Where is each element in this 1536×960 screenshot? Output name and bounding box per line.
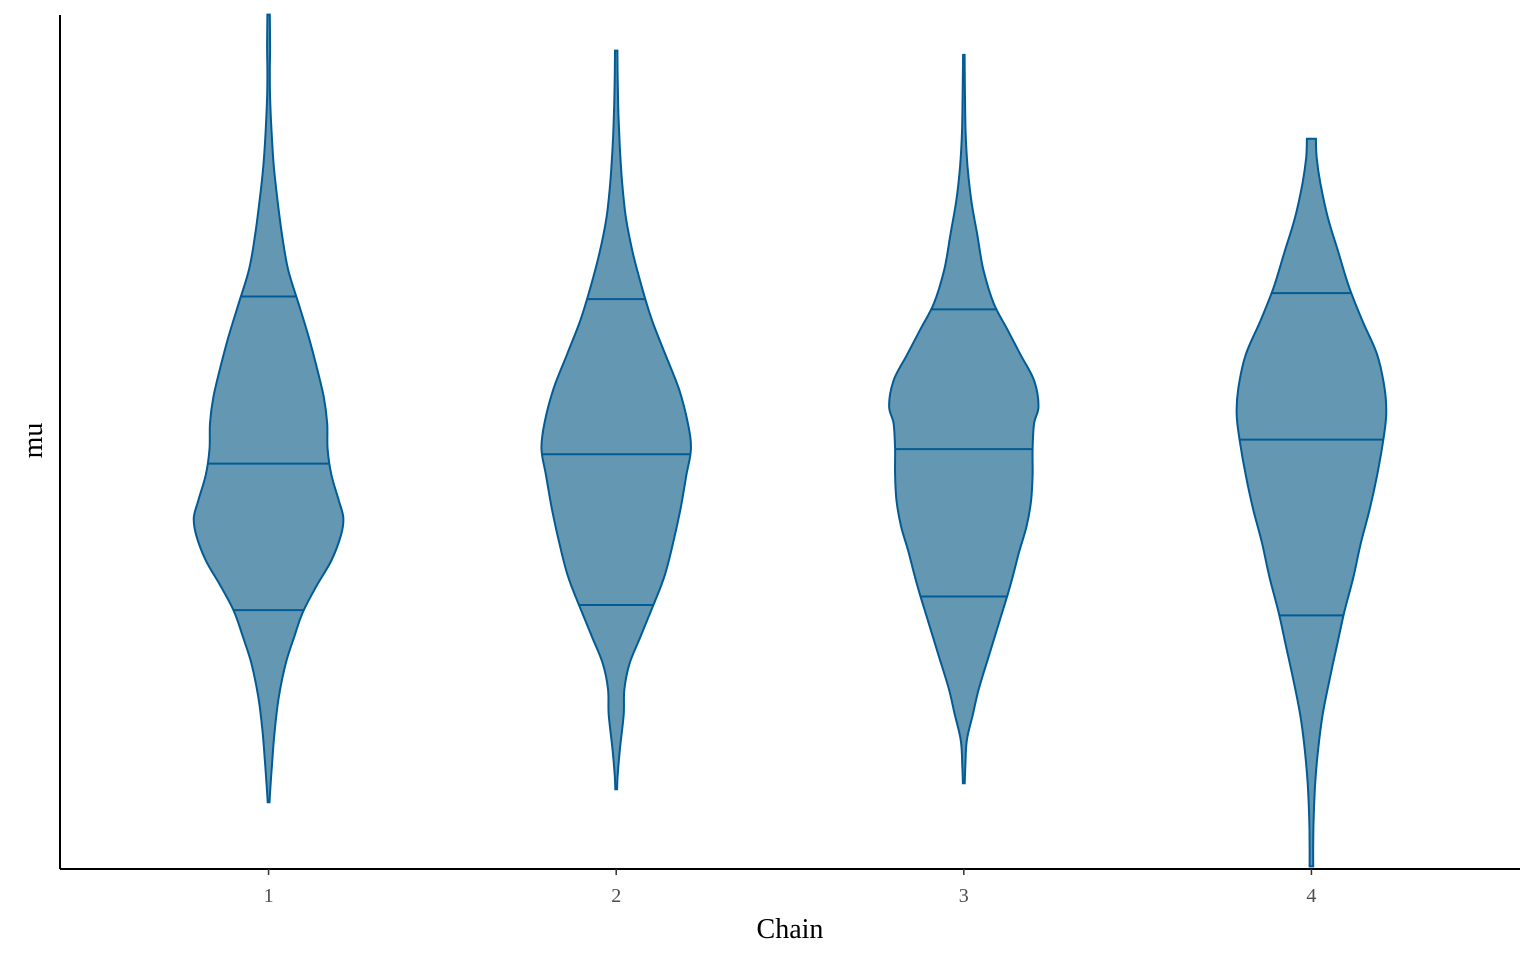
x-axis-title: Chain (757, 914, 824, 945)
violin-chain-4 (1235, 137, 1388, 868)
violins-group (192, 13, 1388, 868)
violin-chain-1 (192, 13, 345, 804)
y-axis-title: mu (18, 423, 49, 459)
x-tick-label-2: 2 (611, 885, 621, 907)
x-tick-label-1: 1 (264, 885, 274, 907)
violin-chain-2 (540, 49, 692, 791)
x-tick-label-4: 4 (1306, 885, 1316, 907)
x-ticks-group: 1 2 3 4 (264, 869, 1316, 907)
violin-chain-3 (888, 53, 1040, 785)
x-tick-label-3: 3 (959, 885, 969, 907)
